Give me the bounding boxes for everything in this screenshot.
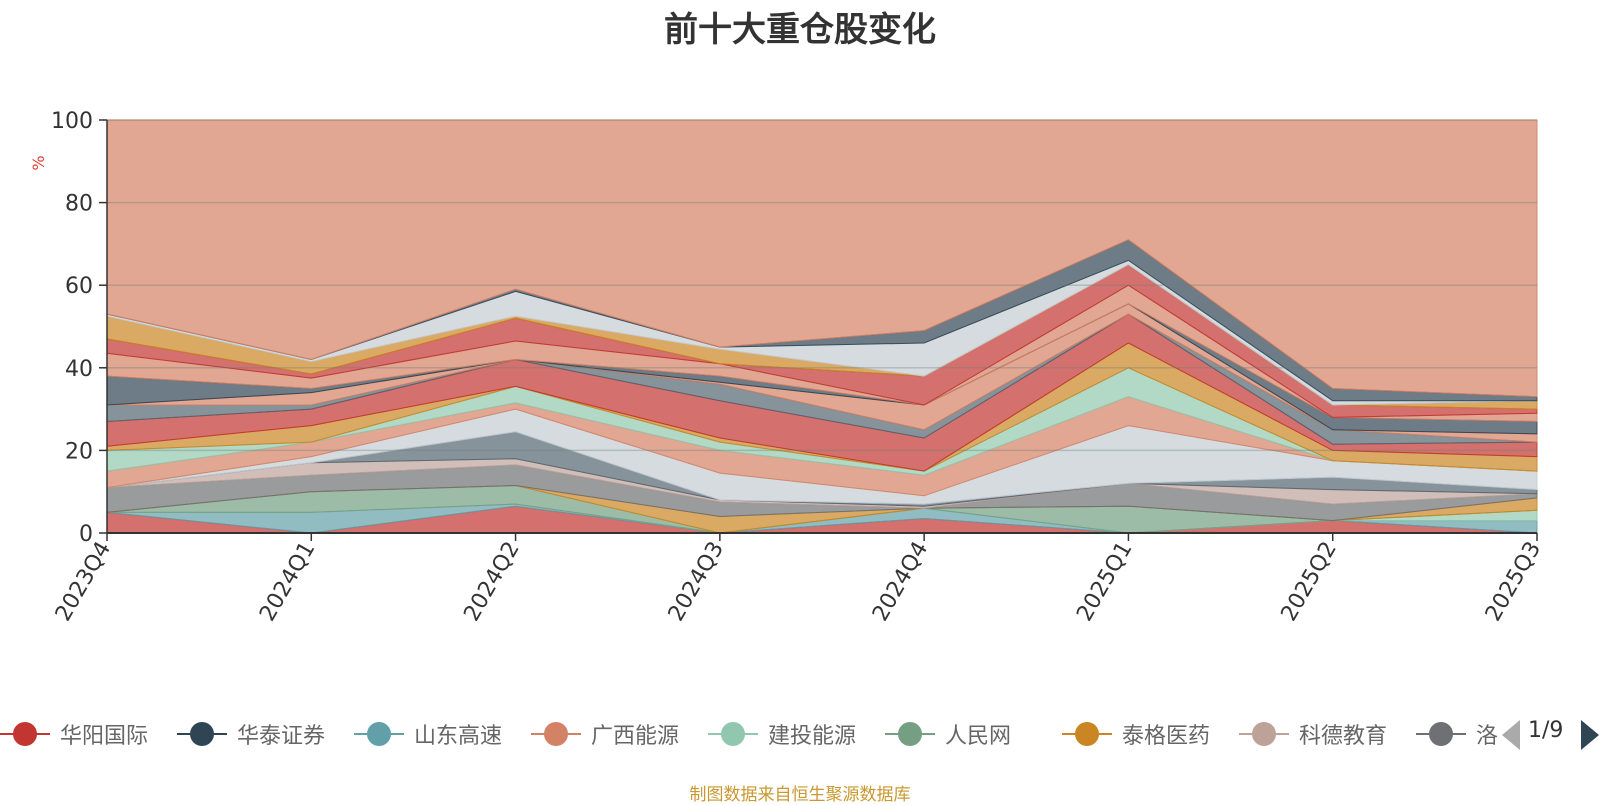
chart-title: 前十大重仓股变化 bbox=[664, 10, 936, 50]
legend-label: 泰格医药 bbox=[1122, 724, 1211, 749]
x-tick-label: 2023Q4 bbox=[51, 538, 116, 626]
y-tick-label: 0 bbox=[79, 522, 93, 547]
legend-label: 科德教育 bbox=[1299, 724, 1388, 749]
legend-item[interactable]: 泰格医药 bbox=[1062, 712, 1210, 756]
legend-label: 山东高速 bbox=[414, 724, 503, 749]
legend-marker-icon bbox=[0, 712, 50, 756]
source-note: 制图数据来自恒生聚源数据库 bbox=[689, 785, 911, 805]
y-axis: 0 20 40 60 80 100 bbox=[51, 109, 108, 547]
legend-marker-icon bbox=[1416, 712, 1466, 756]
legend-label: 华阳国际 bbox=[60, 724, 149, 749]
legend-item[interactable]: 山东高速 bbox=[354, 712, 502, 756]
x-tick-label: 2025Q1 bbox=[1072, 538, 1137, 626]
legend-marker-icon bbox=[531, 712, 581, 756]
legend-item[interactable]: 洛 bbox=[1416, 712, 1498, 756]
y-tick-label: 40 bbox=[65, 357, 93, 382]
y-tick-label: 20 bbox=[65, 439, 93, 464]
legend-item[interactable]: 人民网 bbox=[885, 712, 1011, 756]
legend-page-indicator: 1/9 bbox=[1528, 718, 1564, 743]
legend-marker-icon bbox=[177, 712, 227, 756]
legend-marker-icon bbox=[1239, 712, 1289, 756]
legend-marker-icon bbox=[885, 712, 935, 756]
x-tick-label: 2024Q1 bbox=[255, 538, 320, 626]
area-layers bbox=[106, 119, 1538, 534]
y-tick-label: 60 bbox=[65, 274, 93, 299]
x-tick-label: 2024Q2 bbox=[459, 538, 524, 626]
y-axis-label: % bbox=[29, 155, 48, 170]
legend-item[interactable]: 科德教育 bbox=[1239, 712, 1387, 756]
x-tick-label: 2025Q3 bbox=[1481, 538, 1546, 626]
area-layer bbox=[106, 119, 1538, 398]
legend-label: 广西能源 bbox=[591, 724, 680, 749]
legend: 华阳国际 华泰证券 山东高速 广西能源 建投能源 人民网 泰格医药 科德教育 洛 bbox=[0, 712, 1600, 756]
legend-marker-icon bbox=[354, 712, 404, 756]
legend-marker-icon bbox=[1062, 712, 1112, 756]
legend-item[interactable]: 华泰证券 bbox=[177, 712, 325, 756]
legend-label: 建投能源 bbox=[768, 724, 857, 749]
x-tick-label: 2024Q3 bbox=[664, 538, 729, 626]
y-tick-label: 80 bbox=[65, 192, 93, 217]
y-tick-label: 100 bbox=[51, 109, 93, 134]
x-tick-label: 2025Q2 bbox=[1277, 538, 1342, 626]
legend-label: 洛 bbox=[1476, 724, 1499, 749]
legend-next-arrow-icon[interactable] bbox=[1581, 720, 1599, 750]
legend-item[interactable]: 广西能源 bbox=[531, 712, 679, 756]
legend-item[interactable]: 建投能源 bbox=[708, 712, 856, 756]
legend-prev-arrow-icon[interactable] bbox=[1502, 720, 1520, 750]
legend-label: 人民网 bbox=[945, 724, 1012, 749]
legend-marker-icon bbox=[708, 712, 758, 756]
x-tick-label: 2024Q4 bbox=[868, 538, 933, 626]
x-axis: 2023Q4 2024Q1 2024Q2 2024Q3 2024Q4 2025Q1 2025… bbox=[51, 532, 1546, 626]
legend-label: 华泰证券 bbox=[237, 724, 326, 749]
legend-item[interactable]: 华阳国际 bbox=[0, 712, 148, 756]
legend-pager: 1/9 bbox=[1500, 712, 1600, 756]
